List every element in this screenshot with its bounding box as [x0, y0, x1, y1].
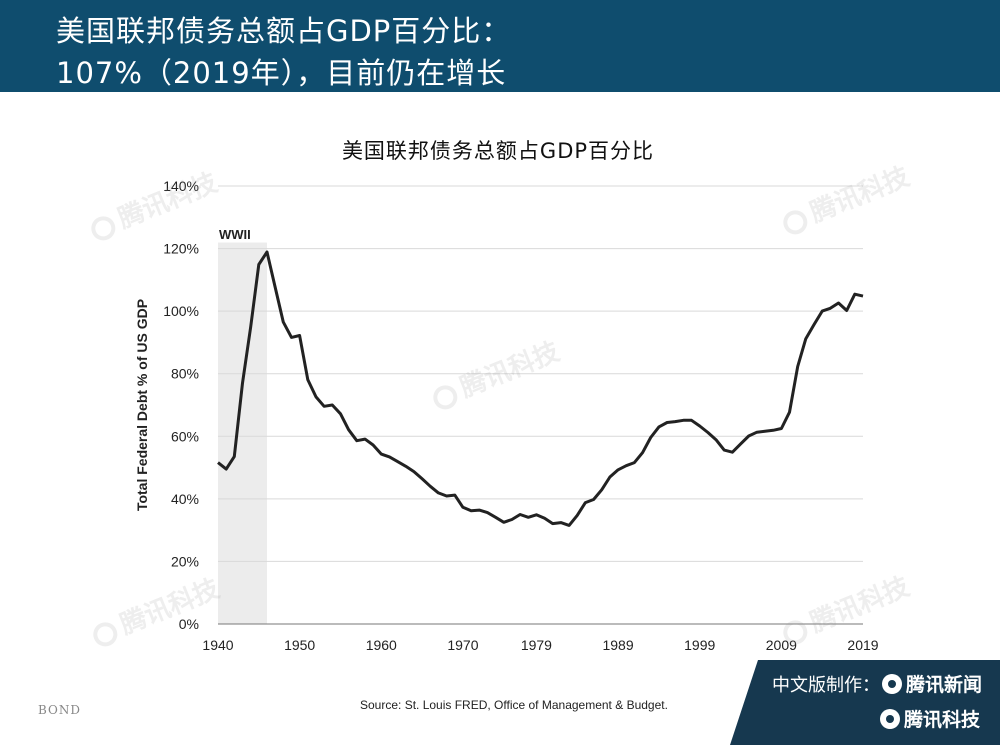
y-tick-label: 140% [163, 178, 199, 194]
y-tick-label: 80% [171, 366, 199, 382]
y-tick-label: 0% [179, 616, 199, 632]
x-tick-label: 1940 [202, 637, 233, 653]
tencent-news-logo-icon [882, 674, 902, 694]
headline-line-1: 美国联邦债务总额占GDP百分比： [56, 14, 512, 48]
x-tick-label: 1950 [284, 637, 315, 653]
bond-label: BOND [38, 703, 81, 717]
chart: 美国联邦债务总额占GDP百分比 WWII 0% 20% 40% 60% 80% 100% 120… [134, 139, 879, 653]
wwii-label: WWII [219, 227, 251, 242]
y-tick-label: 40% [171, 491, 199, 507]
credit-brand-tech: 腾讯科技 [904, 709, 981, 731]
x-tick-label: 1970 [447, 637, 478, 653]
wwii-shaded-region [218, 242, 267, 625]
credit-brand-news: 腾讯新闻 [906, 674, 983, 696]
credit-box: 中文版制作： 腾讯新闻 腾讯科技 [730, 660, 1000, 745]
credit-line-1: 中文版制作： 腾讯新闻 [772, 670, 982, 697]
series-line [217, 250, 864, 527]
chart-title: 美国联邦债务总额占GDP百分比 [342, 139, 654, 163]
y-tick-label: 60% [171, 428, 199, 444]
x-tick-label: 2019 [847, 637, 878, 653]
y-axis-label: Total Federal Debt % of US GDP [134, 299, 150, 511]
credit-line-2: 腾讯科技 [878, 705, 980, 732]
x-tick-label: 1960 [366, 637, 397, 653]
tencent-tech-logo-icon [880, 709, 900, 729]
y-tick-label: 100% [163, 303, 199, 319]
x-tick-label: 1999 [684, 637, 715, 653]
header-band: 美国联邦债务总额占GDP百分比： 107%（2019年），目前仍在增长 [0, 0, 1000, 92]
source-note: Source: St. Louis FRED, Office of Manage… [360, 698, 668, 712]
y-tick-label: 20% [171, 553, 199, 569]
y-tick-label: 120% [163, 241, 199, 257]
x-tick-label: 2009 [766, 637, 797, 653]
credit-prefix: 中文版制作： [772, 675, 880, 696]
x-tick-label: 1979 [521, 637, 552, 653]
x-tick-label: 1989 [602, 637, 633, 653]
headline-line-2: 107%（2019年），目前仍在增长 [56, 56, 507, 90]
